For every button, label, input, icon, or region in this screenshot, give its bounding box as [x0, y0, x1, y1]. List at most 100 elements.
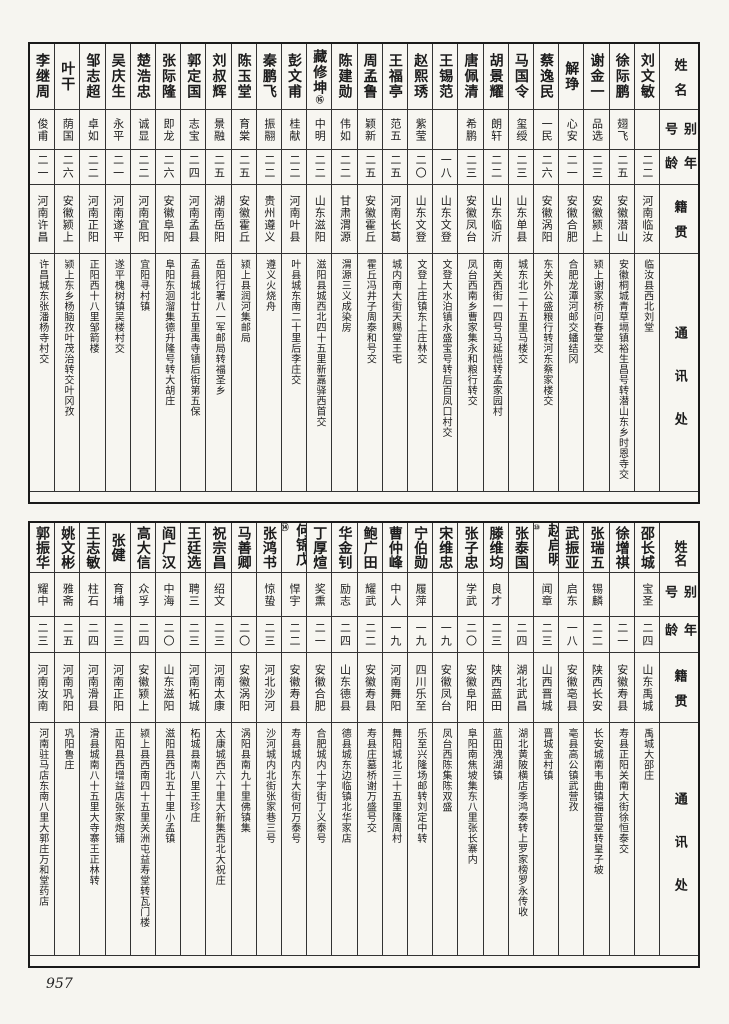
person-alias-cell: 中明 [307, 110, 332, 150]
person-age-cell: 二二 [307, 150, 332, 185]
person-alias-cell: 悍宇 [281, 573, 307, 617]
person-origin-cell: 山东文登 [407, 185, 433, 254]
header-origin: 籍贯 [660, 653, 698, 723]
person-alias: 聘三 [187, 582, 201, 607]
person-address: 遂平槐树镇吴楼村交 [112, 259, 124, 354]
person-name-cell: 解琤 [559, 44, 584, 110]
person-age: 二二 [288, 154, 302, 180]
person-address: 柘城县南八里王珍庄 [187, 728, 199, 823]
person-alias: 伟如 [338, 117, 352, 142]
person-age: 二二 [590, 621, 604, 648]
person-name: 张泰国 [512, 525, 529, 570]
person-alias: 悍宇 [288, 582, 302, 607]
person-name-cell: 华金钊 [332, 523, 357, 573]
person-age-cell: 二四 [634, 617, 659, 653]
person-alias-cell: 中人 [382, 573, 407, 617]
person-age: 一八 [565, 621, 579, 648]
person-address-cell: 颍上县润河集邮局 [231, 254, 256, 492]
person-origin-cell: 安徽合肥 [559, 185, 584, 254]
person-alias: 颖新 [363, 117, 377, 142]
person-column: 张鸿书 惊蛰 二三 河北沙河 沙河城内北街张家巷三号 [255, 523, 281, 956]
person-age: 二三 [36, 621, 50, 648]
person-name-cell: 徐际鹏 [609, 44, 634, 110]
person-name-cell: 张泰国 [508, 523, 533, 573]
person-alias: 品选 [590, 117, 604, 142]
person-name: 滕维均 [487, 525, 504, 570]
person-origin-cell: 安徽亳县 [559, 653, 584, 723]
person-column: 邹志超 卓如 二二 河南正阳 正阳西十八里邹箭楼 [79, 44, 105, 492]
person-alias-cell: 中海 [155, 573, 181, 617]
person-alias-cell [508, 573, 533, 617]
person-age: 二四 [187, 154, 201, 180]
person-origin: 山东德县 [338, 663, 352, 712]
header-name: 姓名 [660, 44, 698, 110]
person-column: 李继周 俊甫 二一 河南许昌 许昌城东张潘杨寺村交 [29, 44, 55, 492]
person-origin-cell: 安徽凤台 [458, 185, 483, 254]
person-origin: 湖北武昌 [514, 663, 528, 712]
person-age-cell: 二四 [130, 617, 155, 653]
person-name: 胡景耀 [487, 53, 504, 100]
person-name: 赵启明 [546, 523, 559, 567]
person-address-cell: 涡阳县南九十里佛镇集 [231, 723, 256, 956]
person-origin: 安徽颍上 [61, 195, 75, 243]
person-name-cell: 谢金一 [584, 44, 609, 110]
person-name-cell: 郭振华 [29, 523, 55, 573]
person-address-cell: 巩阳鲁庄 [55, 723, 80, 956]
person-column: 王志敏 柱石 二四 河南滑县 滑县城南八十五里大寺寨王正林转 [79, 523, 105, 956]
person-origin: 河南汝南 [36, 663, 50, 712]
person-age: 二二 [489, 154, 503, 180]
person-name: 宁伯勋 [412, 525, 429, 570]
person-name: 徐增祺 [613, 525, 630, 570]
person-address-cell: 阜阳南焦坡集东八里张长寨内 [458, 723, 483, 956]
person-alias-cell: 育埔 [105, 573, 130, 617]
person-name: 张际隆 [160, 53, 177, 100]
person-alias-cell: 志宝 [181, 110, 206, 150]
person-origin: 陕西长安 [590, 663, 604, 712]
person-age: 二五 [615, 154, 629, 180]
person-alias-cell: 绍文 [206, 573, 231, 617]
person-age: 二五 [237, 154, 251, 180]
person-alias-cell: 紫莹 [407, 110, 433, 150]
person-age: 二四 [514, 621, 528, 648]
person-alias-cell: 学武 [458, 573, 483, 617]
person-address: 太康城西六十里大新集西北大祝庄 [213, 728, 225, 886]
person-address: 巩阳鲁庄 [61, 728, 73, 770]
header-age: 年龄 [660, 150, 698, 185]
person-age-cell: 一八 [559, 617, 584, 653]
person-name-cell: 张子忠 [458, 523, 483, 573]
person-age-cell: 二五 [609, 150, 634, 185]
person-column: 吴庆生 永平 二一 河南遂平 遂平槐树镇吴楼村交 [104, 44, 130, 492]
person-name: 刘叔辉 [210, 53, 227, 100]
person-age: 二三 [187, 621, 201, 648]
person-name-cell: 王志敏 [80, 523, 105, 573]
person-origin-cell: 山东德县 [332, 653, 357, 723]
person-name: 王志敏 [84, 525, 101, 570]
header-column: 姓名 别号 年龄 籍贯 通讯处 [659, 44, 698, 492]
person-name: 藏修坤 [311, 49, 328, 96]
person-alias: 卓如 [86, 117, 100, 142]
directory-table-bottom: 姓名 别号 年龄 籍贯 通讯处 邵长城 宝圣 二四 山东禹城 禹城大邵庄 徐增祺 [28, 521, 700, 968]
person-origin-cell: 河南临汝 [634, 185, 659, 254]
person-address-cell: 岳阳行署八一军邮局转福圣乡 [206, 254, 231, 492]
person-address-cell: 滑县城南八十五里大寺寨王正林转 [80, 723, 105, 956]
person-age: 二六 [540, 154, 554, 180]
person-column: 赵熙琇 紫莹 二〇 山东文登 文登上庄镇东上庄林交 [406, 44, 433, 492]
person-origin: 安徽合肥 [565, 195, 579, 243]
person-origin: 安徽潜山 [615, 195, 629, 243]
person-name-cell: 赵熙琇 [407, 44, 433, 110]
person-alias-cell: 雅斋 [55, 573, 80, 617]
person-alias-cell: 柱石 [80, 573, 105, 617]
person-alias: 景融 [212, 117, 226, 142]
person-alias-cell: 范五 [382, 110, 407, 150]
person-origin-cell: 四川乐至 [407, 653, 433, 723]
person-name: 张子忠 [462, 525, 479, 570]
person-name-cell: 刘叔辉 [206, 44, 231, 110]
person-name-cell: 曹仲峰 [382, 523, 407, 573]
person-age-cell: 二六 [155, 150, 181, 185]
person-name: 邵长城 [638, 525, 655, 570]
person-name-cell: 宁伯勋 [407, 523, 433, 573]
person-alias-cell: 耀中 [29, 573, 55, 617]
person-name-cell: 赵启明 ⑩ [533, 523, 559, 573]
person-origin-cell: 山东文登 [433, 185, 458, 254]
person-origin-cell: 河南柘城 [181, 653, 206, 723]
